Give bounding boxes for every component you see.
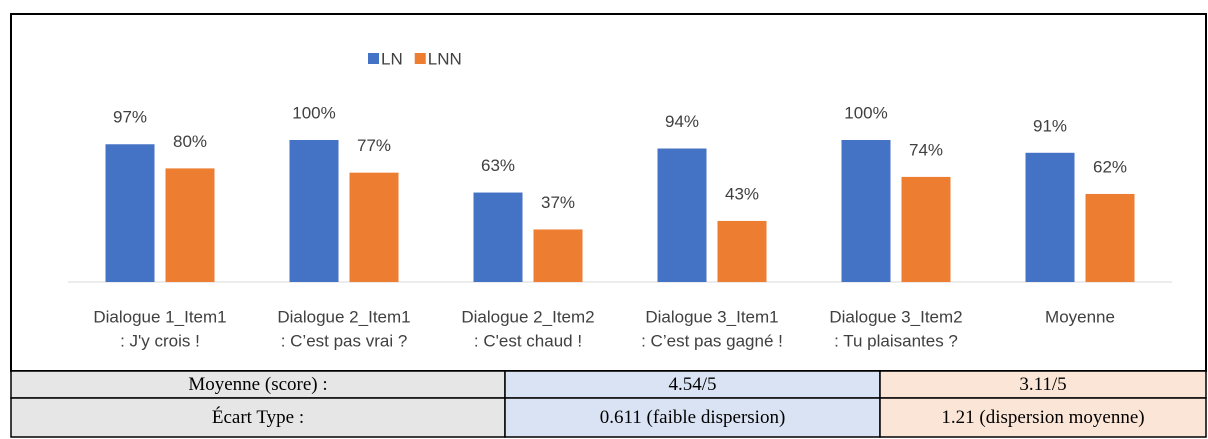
table-cell bbox=[10, 370, 506, 399]
x-tick-label: : Tu plaisantes ? bbox=[834, 331, 958, 350]
value-label: 94% bbox=[665, 112, 699, 131]
legend-label: LN bbox=[381, 49, 403, 68]
legend-swatch bbox=[414, 53, 426, 64]
bar bbox=[165, 168, 215, 282]
x-tick-label: : C’est pas gagné ! bbox=[641, 331, 783, 350]
table-text: 4.54/5 bbox=[668, 374, 716, 395]
value-label: 100% bbox=[292, 103, 335, 122]
bar bbox=[657, 148, 707, 282]
value-label: 63% bbox=[481, 156, 515, 175]
value-label: 91% bbox=[1033, 116, 1067, 135]
x-tick-label: Dialogue 3_Item2 bbox=[829, 307, 962, 326]
x-tick-label: : C’est pas vrai ? bbox=[281, 331, 408, 350]
bar bbox=[533, 229, 583, 282]
value-label: 77% bbox=[357, 136, 391, 155]
x-tick-label: : J'y crois ! bbox=[120, 331, 200, 350]
x-tick-label: Dialogue 2_Item1 bbox=[277, 307, 410, 326]
table-text: Écart Type : bbox=[212, 406, 304, 428]
legend-swatch bbox=[368, 53, 379, 64]
table-text: 0.611 (faible dispersion) bbox=[600, 407, 786, 428]
value-label: 62% bbox=[1093, 157, 1127, 176]
x-tick-label: Dialogue 2_Item2 bbox=[461, 307, 594, 326]
value-label: 100% bbox=[844, 103, 887, 122]
bar bbox=[901, 176, 951, 282]
table-text: 1.21 (dispersion moyenne) bbox=[941, 407, 1144, 428]
bar bbox=[289, 140, 339, 282]
bar bbox=[841, 140, 891, 282]
x-tick-label: Moyenne bbox=[1045, 307, 1115, 326]
value-label: 80% bbox=[173, 132, 207, 151]
value-label: 43% bbox=[725, 184, 759, 203]
value-label: 97% bbox=[113, 108, 147, 127]
bar bbox=[717, 220, 767, 282]
bar bbox=[1025, 152, 1075, 282]
table-cell bbox=[504, 397, 881, 438]
value-label: 37% bbox=[541, 193, 575, 212]
bar bbox=[473, 192, 523, 282]
x-tick-label: Dialogue 3_Item1 bbox=[645, 307, 778, 326]
table-text: 3.11/5 bbox=[1019, 374, 1066, 395]
table-text: Moyenne (score) : bbox=[188, 374, 327, 395]
bar bbox=[105, 144, 155, 282]
value-label: 74% bbox=[909, 140, 943, 159]
legend-label: LNN bbox=[428, 49, 462, 68]
bar bbox=[349, 172, 399, 282]
table-cell bbox=[879, 397, 1207, 438]
x-tick-label: Dialogue 1_Item1 bbox=[93, 307, 226, 326]
x-tick-label: : C'est chaud ! bbox=[474, 331, 582, 350]
bar bbox=[1085, 193, 1135, 282]
